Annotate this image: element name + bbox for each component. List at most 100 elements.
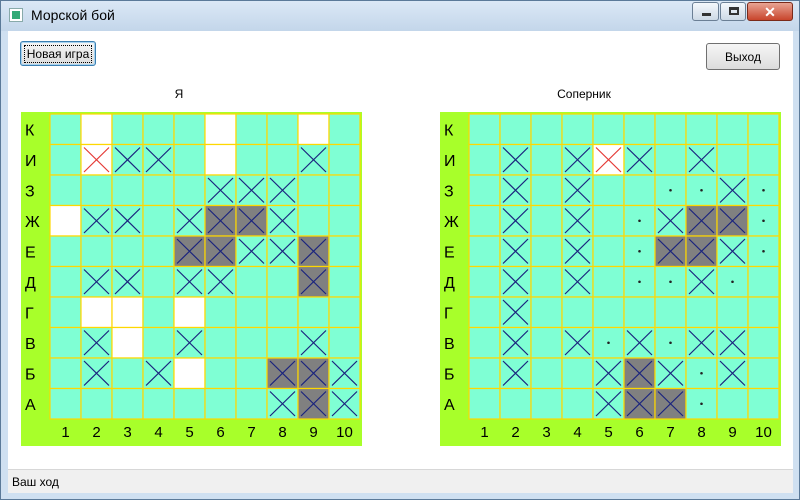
- board-cell[interactable]: [530, 235, 563, 268]
- board-cell[interactable]: [623, 326, 656, 359]
- board-cell[interactable]: [592, 296, 625, 329]
- board-cell[interactable]: [685, 235, 718, 268]
- board-cell[interactable]: [530, 113, 563, 146]
- board-cell[interactable]: [592, 204, 625, 237]
- board-cell[interactable]: [747, 204, 780, 237]
- board-cell[interactable]: [685, 265, 718, 298]
- board-cell[interactable]: [747, 326, 780, 359]
- board-cell[interactable]: [592, 174, 625, 207]
- board-cell[interactable]: [654, 235, 687, 268]
- board-cell[interactable]: [623, 296, 656, 329]
- board-cell[interactable]: [654, 296, 687, 329]
- board-cell[interactable]: [592, 326, 625, 359]
- board-cell[interactable]: [685, 357, 718, 390]
- board-cell[interactable]: [499, 296, 532, 329]
- board-cell[interactable]: [530, 357, 563, 390]
- board-cell[interactable]: [623, 357, 656, 390]
- board-cell[interactable]: [716, 113, 749, 146]
- board-cell[interactable]: [716, 174, 749, 207]
- board-cell[interactable]: [592, 387, 625, 420]
- board-cell[interactable]: [561, 326, 594, 359]
- maximize-button[interactable]: [720, 2, 746, 21]
- board-cell[interactable]: [747, 174, 780, 207]
- board-cell[interactable]: [499, 235, 532, 268]
- board-cell[interactable]: [716, 235, 749, 268]
- board-cell[interactable]: [654, 357, 687, 390]
- title-bar[interactable]: Морской бой ✕: [1, 1, 799, 31]
- board-cell[interactable]: [623, 387, 656, 420]
- board-cell[interactable]: [468, 387, 501, 420]
- board-cell[interactable]: [499, 113, 532, 146]
- board-cell[interactable]: [592, 235, 625, 268]
- board-cell[interactable]: [561, 235, 594, 268]
- board-cell[interactable]: [623, 143, 656, 176]
- board-cell[interactable]: [499, 326, 532, 359]
- board-cell[interactable]: [716, 357, 749, 390]
- board-cell[interactable]: [592, 357, 625, 390]
- board-cell[interactable]: [747, 296, 780, 329]
- board-cell[interactable]: [716, 265, 749, 298]
- board-cell[interactable]: [561, 174, 594, 207]
- board-cell[interactable]: [685, 143, 718, 176]
- board-cell[interactable]: [654, 113, 687, 146]
- new-game-button[interactable]: Новая игра: [20, 41, 96, 66]
- board-cell[interactable]: [468, 113, 501, 146]
- board-cell[interactable]: [530, 174, 563, 207]
- board-cell[interactable]: [499, 204, 532, 237]
- board-cell[interactable]: [530, 265, 563, 298]
- board-cell[interactable]: [654, 387, 687, 420]
- board-cell[interactable]: [623, 235, 656, 268]
- board-cell[interactable]: [530, 296, 563, 329]
- board-cell[interactable]: [623, 113, 656, 146]
- board-cell[interactable]: [561, 357, 594, 390]
- board-cell[interactable]: [654, 174, 687, 207]
- board-cell[interactable]: [747, 235, 780, 268]
- board-cell[interactable]: [561, 265, 594, 298]
- board-cell[interactable]: [530, 387, 563, 420]
- board-cell[interactable]: [561, 204, 594, 237]
- board-cell[interactable]: [747, 357, 780, 390]
- board-cell[interactable]: [561, 143, 594, 176]
- close-button[interactable]: ✕: [747, 2, 793, 21]
- board-cell[interactable]: [468, 174, 501, 207]
- board-cell[interactable]: [623, 174, 656, 207]
- board-cell[interactable]: [716, 387, 749, 420]
- board-cell[interactable]: [685, 113, 718, 146]
- board-cell[interactable]: [654, 143, 687, 176]
- board-cell[interactable]: [716, 143, 749, 176]
- board-cell[interactable]: [685, 326, 718, 359]
- board-cell[interactable]: [592, 113, 625, 146]
- board-cell[interactable]: [468, 357, 501, 390]
- board-cell[interactable]: [685, 387, 718, 420]
- board-cell[interactable]: [716, 326, 749, 359]
- board-cell[interactable]: [561, 113, 594, 146]
- board-cell[interactable]: [623, 204, 656, 237]
- board-cell[interactable]: [685, 204, 718, 237]
- board-cell[interactable]: [468, 326, 501, 359]
- board-cell[interactable]: [499, 174, 532, 207]
- board-cell[interactable]: [561, 387, 594, 420]
- board-cell[interactable]: [499, 387, 532, 420]
- board-cell[interactable]: [685, 296, 718, 329]
- board-cell[interactable]: [747, 265, 780, 298]
- board-cell[interactable]: [716, 296, 749, 329]
- board-cell[interactable]: [747, 113, 780, 146]
- board-cell[interactable]: [530, 326, 563, 359]
- board-cell[interactable]: [654, 204, 687, 237]
- board-cell[interactable]: [592, 265, 625, 298]
- board-cell[interactable]: [561, 296, 594, 329]
- board-cell[interactable]: [716, 204, 749, 237]
- board-cell[interactable]: [654, 326, 687, 359]
- board-cell[interactable]: [530, 204, 563, 237]
- board-cell[interactable]: [747, 387, 780, 420]
- board-cell[interactable]: [530, 143, 563, 176]
- board-cell[interactable]: [623, 265, 656, 298]
- exit-button[interactable]: Выход: [706, 43, 780, 70]
- board-cell[interactable]: [592, 143, 625, 176]
- board-cell[interactable]: [747, 143, 780, 176]
- board-cell[interactable]: [685, 174, 718, 207]
- board-cell[interactable]: [499, 357, 532, 390]
- board-cell[interactable]: [468, 204, 501, 237]
- board-cell[interactable]: [499, 143, 532, 176]
